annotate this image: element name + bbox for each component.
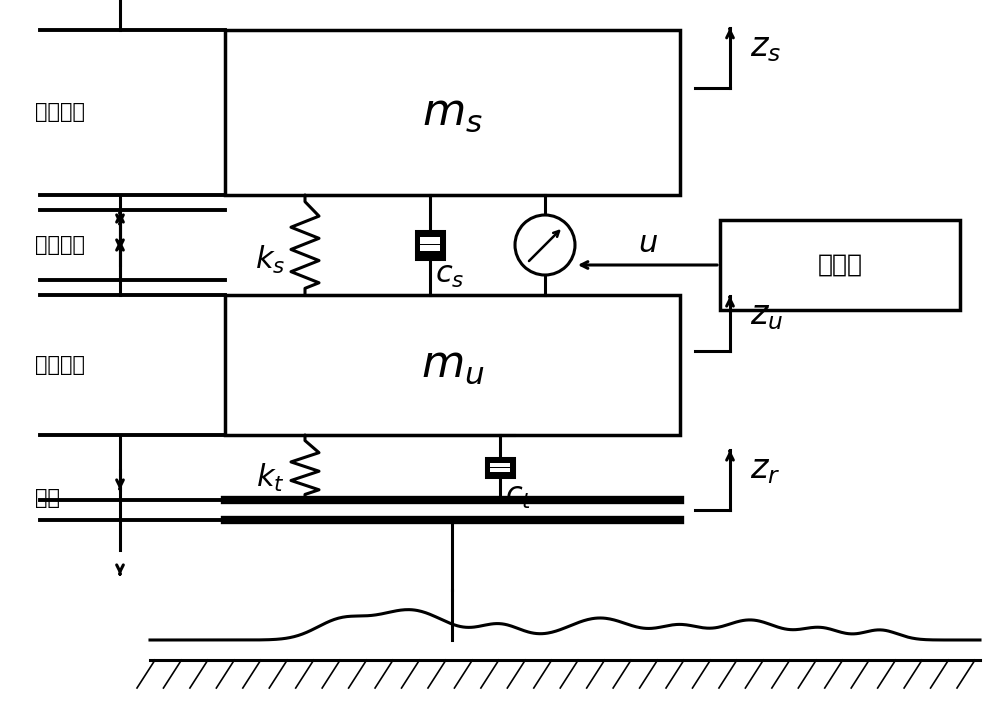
- Bar: [720, 220, 960, 310]
- Bar: [490, 467, 510, 472]
- Bar: [420, 246, 440, 251]
- Text: $z_r$: $z_r$: [750, 454, 780, 487]
- Text: 簧上质量: 簧上质量: [35, 103, 85, 123]
- Text: $z_u$: $z_u$: [750, 299, 783, 332]
- Text: $k_s$: $k_s$: [255, 244, 285, 276]
- Text: 控制器: 控制器: [818, 253, 862, 277]
- Text: $c_s$: $c_s$: [435, 259, 464, 291]
- Bar: [225, 30, 680, 195]
- Bar: [486, 458, 514, 477]
- Text: 主动悬架: 主动悬架: [35, 235, 85, 255]
- Text: 簧下质量: 簧下质量: [35, 355, 85, 375]
- Text: $k_t$: $k_t$: [256, 462, 285, 493]
- Text: $u$: $u$: [638, 228, 657, 258]
- Text: $c_t$: $c_t$: [505, 480, 533, 511]
- Bar: [416, 231, 444, 259]
- Text: $m_u$: $m_u$: [421, 343, 484, 386]
- Bar: [420, 238, 440, 243]
- Text: 轮胎: 轮胎: [35, 488, 60, 508]
- Text: $z_s$: $z_s$: [750, 32, 781, 64]
- Circle shape: [515, 215, 575, 275]
- Bar: [225, 295, 680, 435]
- Bar: [490, 462, 510, 467]
- Text: $m_s$: $m_s$: [422, 91, 483, 134]
